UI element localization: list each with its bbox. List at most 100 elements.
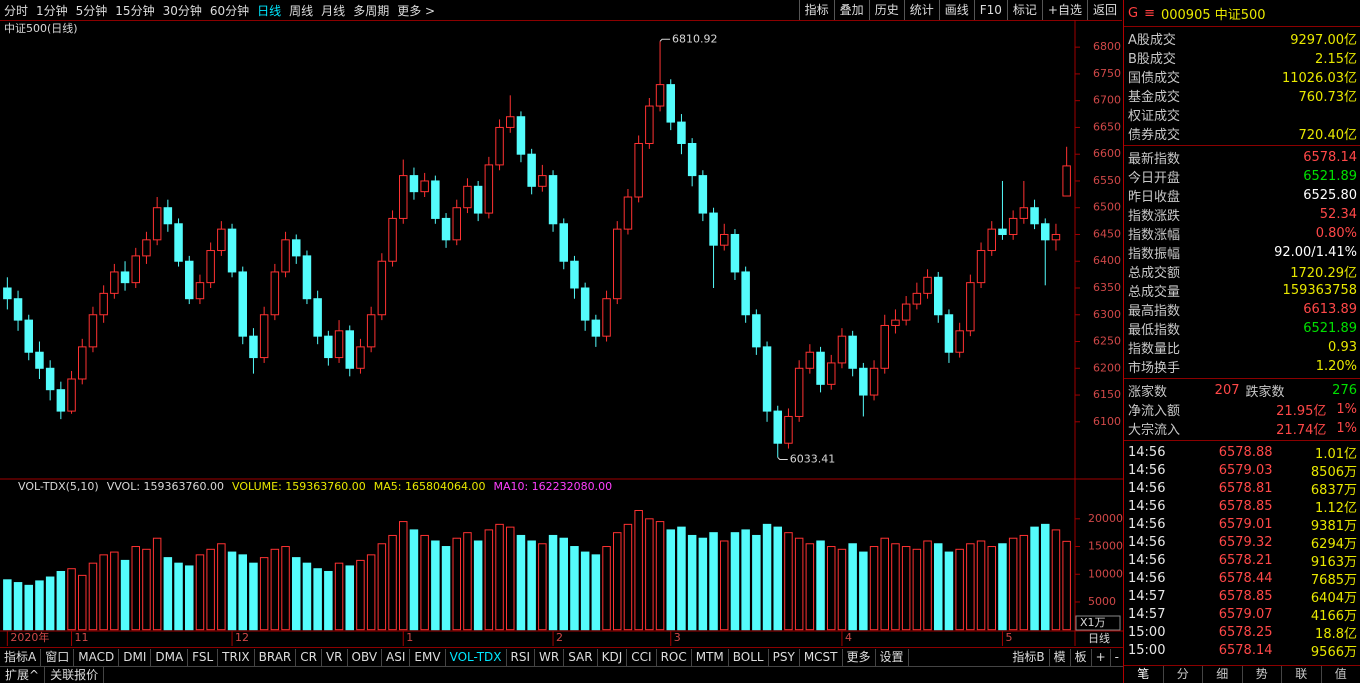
index-section: 最新指数 6578.14 今日开盘 6521.89 昨日收盘 6525.80 指数涨跌 52.… bbox=[1124, 146, 1360, 379]
volume-bar bbox=[227, 551, 237, 631]
flow-pct: 1% bbox=[1336, 421, 1357, 436]
period-tab[interactable]: 15分钟 bbox=[115, 3, 155, 18]
indicator-tab[interactable]: WR bbox=[535, 648, 565, 666]
candle-body bbox=[1019, 207, 1029, 219]
period-tab[interactable]: 分时 bbox=[4, 3, 29, 18]
tool-button[interactable]: 返回 bbox=[1086, 0, 1122, 20]
annotation: 6810.92 bbox=[672, 32, 718, 45]
indicator-control[interactable]: 模 bbox=[1050, 648, 1071, 666]
candle-body bbox=[998, 228, 1007, 235]
menu-icon[interactable]: ≡ bbox=[1144, 5, 1155, 21]
period-tab[interactable]: 周线 bbox=[289, 3, 314, 18]
panel-tab[interactable]: 细 bbox=[1203, 666, 1243, 683]
indicator-tab[interactable]: TRIX bbox=[218, 648, 255, 666]
index-row: 总成交额 1720.29亿 bbox=[1124, 262, 1360, 281]
indicator-tab[interactable]: SAR bbox=[564, 648, 598, 666]
indicator-control[interactable]: 板 bbox=[1071, 648, 1092, 666]
indicator-tab[interactable]: MTM bbox=[692, 648, 729, 666]
indicator-tab[interactable]: RSI bbox=[507, 648, 536, 666]
indicator-tab[interactable]: 窗口 bbox=[41, 648, 75, 666]
indicator-tab[interactable]: ROC bbox=[657, 648, 692, 666]
row-value: 159363758 bbox=[1282, 283, 1357, 298]
indicator-tab[interactable]: 设置 bbox=[876, 648, 909, 666]
period-tab[interactable]: 30分钟 bbox=[162, 3, 202, 18]
period-tab[interactable]: 日线 bbox=[257, 3, 282, 18]
indicator-tab[interactable]: PSY bbox=[769, 648, 800, 666]
panel-tab[interactable]: 笔 bbox=[1124, 666, 1164, 683]
tool-button[interactable]: 指标 bbox=[798, 0, 834, 20]
candle-body bbox=[313, 298, 322, 337]
period-tab[interactable]: 更多 > bbox=[397, 3, 436, 18]
period-tab[interactable]: 1分钟 bbox=[36, 3, 68, 18]
indicator-control[interactable]: 指标B bbox=[1008, 648, 1050, 666]
indicator-tab[interactable]: MCST bbox=[800, 648, 843, 666]
tick-row: 14:56 6578.85 1.12亿 bbox=[1124, 497, 1360, 516]
indicator-tab[interactable]: MACD bbox=[74, 648, 120, 666]
tool-button[interactable]: 统计 bbox=[903, 0, 939, 20]
row-label: 跌家数 bbox=[1245, 385, 1285, 400]
tick-time: 14:56 bbox=[1128, 498, 1166, 514]
row-label: 最新指数 bbox=[1128, 152, 1181, 167]
extension-tab[interactable]: 关联报价 bbox=[45, 667, 105, 683]
candle-body bbox=[13, 298, 23, 321]
indicator-tab[interactable]: VR bbox=[322, 648, 348, 666]
indicator-tab[interactable]: ASI bbox=[382, 648, 411, 666]
panel-tab[interactable]: 联 bbox=[1282, 666, 1322, 683]
indicator-tab[interactable]: DMI bbox=[119, 648, 152, 666]
tick-time: 14:57 bbox=[1128, 606, 1166, 622]
indicator-tab[interactable]: FSL bbox=[188, 648, 219, 666]
indicator-tab[interactable]: KDJ bbox=[598, 648, 628, 666]
candle-body bbox=[645, 105, 654, 144]
candle-body bbox=[976, 250, 986, 284]
volume-bar bbox=[1030, 526, 1039, 631]
indicator-tab[interactable]: VOL-TDX bbox=[446, 648, 507, 666]
period-tab[interactable]: 多周期 bbox=[353, 3, 390, 18]
indicator-control[interactable]: - bbox=[1111, 648, 1124, 666]
indicator-tab[interactable]: 更多 bbox=[843, 648, 876, 666]
indicator-tab[interactable]: 指标A bbox=[0, 648, 42, 666]
x-tick-label: 4 bbox=[845, 631, 852, 644]
candle-body bbox=[827, 362, 836, 385]
extension-tab[interactable]: 扩展^ bbox=[0, 667, 46, 683]
candle-body bbox=[174, 223, 183, 262]
row-value: 6578.14 bbox=[1303, 150, 1357, 165]
turnover-row: B股成交 2.15亿 bbox=[1124, 48, 1360, 67]
flow-row: 净流入额 21.95亿 1% bbox=[1124, 400, 1360, 419]
tool-button[interactable]: F10 bbox=[973, 0, 1007, 20]
tick-time: 14:56 bbox=[1128, 444, 1166, 460]
panel-tab[interactable]: 值 bbox=[1322, 666, 1360, 683]
candle-body bbox=[698, 175, 708, 214]
tool-button[interactable]: 叠加 bbox=[833, 0, 869, 20]
indicator-tab[interactable]: OBV bbox=[348, 648, 383, 666]
volume-bar bbox=[495, 523, 504, 631]
tool-button[interactable]: 历史 bbox=[868, 0, 904, 20]
candle-body bbox=[3, 287, 12, 300]
indicator-tab[interactable]: DMA bbox=[151, 648, 189, 666]
indicator-bar: 指标A 窗口 MACD DMI DMA FSL TRIX BRAR CR VR OBV ASI EMV V… bbox=[0, 647, 1124, 666]
volume-bar bbox=[548, 534, 558, 631]
candle-body bbox=[602, 298, 611, 337]
tool-button[interactable]: +自选 bbox=[1041, 0, 1087, 20]
indicator-tab[interactable]: BOLL bbox=[729, 648, 769, 666]
period-tab[interactable]: 月线 bbox=[321, 3, 346, 18]
indicator-tab[interactable]: CR bbox=[296, 648, 322, 666]
tick-volume: 6404万 bbox=[1310, 590, 1357, 606]
row-value: 720.40亿 bbox=[1298, 128, 1358, 143]
indicator-control[interactable]: + bbox=[1092, 648, 1111, 666]
turnover-section: A股成交 9297.00亿 B股成交 2.15亿 国债成交 11026.03亿 基金成交 76… bbox=[1124, 27, 1360, 146]
indicator-controls: 指标B 模板 + - bbox=[1008, 648, 1124, 666]
row-label: 指数量比 bbox=[1128, 342, 1181, 357]
y-tick-label: 20000 bbox=[1088, 512, 1123, 525]
period-tab[interactable]: 5分钟 bbox=[75, 3, 108, 18]
panel-tab[interactable]: 势 bbox=[1243, 666, 1282, 683]
indicator-tab[interactable]: EMV bbox=[410, 648, 446, 666]
candle-body bbox=[720, 233, 729, 246]
indicator-tab[interactable]: CCI bbox=[627, 648, 657, 666]
tool-button[interactable]: 画线 bbox=[938, 0, 974, 20]
tool-button[interactable]: 标记 bbox=[1006, 0, 1042, 20]
volume-bar bbox=[848, 543, 857, 631]
period-tab[interactable]: 60分钟 bbox=[209, 3, 250, 18]
indicator-tab[interactable]: BRAR bbox=[255, 648, 297, 666]
panel-tab[interactable]: 分 bbox=[1164, 666, 1203, 683]
tick-row: 14:57 6578.85 6404万 bbox=[1124, 587, 1360, 606]
